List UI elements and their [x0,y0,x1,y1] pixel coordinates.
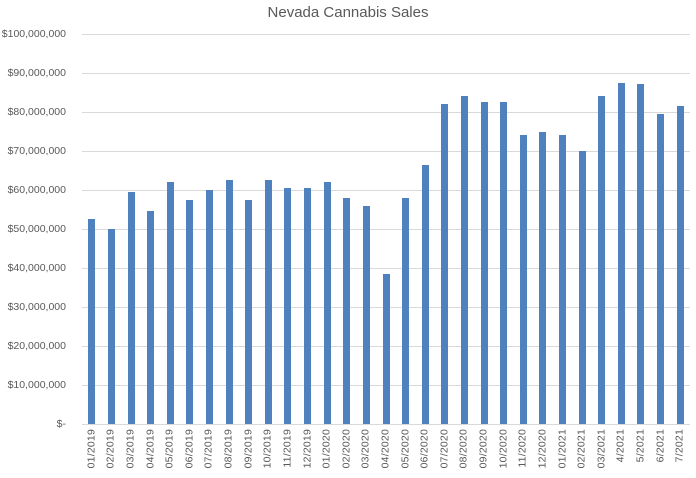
x-tick-label: 5/2021 [634,429,647,463]
y-tick-label: $20,000,000 [7,340,66,352]
bar [539,131,547,424]
x-tick-label: 06/2019 [183,429,196,469]
y-tick-label: $30,000,000 [7,301,66,313]
x-tick-label: 7/2021 [673,429,686,463]
gridline [82,72,690,74]
bar [480,102,488,424]
x-tick-label: 10/2019 [261,429,274,469]
bar [578,151,586,424]
bar [107,229,115,424]
plot-area [82,33,690,425]
bar [225,180,233,424]
gridline [82,267,690,269]
x-tick-label: 03/2020 [359,429,372,469]
x-tick-label: 01/2019 [85,429,98,469]
bar [676,106,684,424]
x-tick-label: 07/2020 [438,429,451,469]
x-tick-label: 08/2019 [222,429,235,469]
chart-title: Nevada Cannabis Sales [267,4,429,21]
bar [657,113,665,424]
gridline [82,33,690,35]
x-tick-label: 08/2020 [457,429,470,469]
y-tick-label: $70,000,000 [7,145,66,157]
bar [362,205,370,424]
x-tick-label: 11/2020 [516,429,529,468]
bar [598,96,606,424]
bar [343,197,351,424]
bar [264,180,272,424]
bar [147,211,155,424]
x-tick-label: 03/2019 [124,429,137,469]
x-tick-label: 01/2020 [320,429,333,469]
bar [245,199,253,424]
gridline [82,228,690,230]
y-tick-label: $80,000,000 [7,106,66,118]
bar [500,102,508,424]
x-tick-label: 10/2020 [497,429,510,469]
x-tick-label: 12/2020 [536,429,549,469]
y-tick-label: $40,000,000 [7,262,66,274]
bar [559,135,567,424]
bar [617,82,625,424]
bar [186,199,194,424]
x-tick-label: 09/2019 [242,429,255,469]
x-tick-label: 4/2021 [614,429,627,463]
bar [637,83,645,424]
y-tick-label: $- [56,418,66,430]
x-tick-label: 03/2021 [595,429,608,469]
x-tick-label: 02/2019 [104,429,117,469]
bar [441,104,449,424]
bar [88,219,96,424]
x-tick-label: 11/2019 [281,429,294,468]
bar [284,188,292,424]
x-tick-label: 07/2019 [202,429,215,469]
x-tick-label: 04/2019 [144,429,157,469]
y-tick-label: $100,000,000 [1,28,66,40]
x-tick-label: 12/2019 [301,429,314,469]
bar [304,188,312,424]
x-tick-label: 02/2021 [575,429,588,469]
y-tick-label: $10,000,000 [7,379,66,391]
bar [166,182,174,424]
x-tick-label: 05/2019 [163,429,176,469]
bar [519,135,527,424]
bar [421,164,429,424]
y-tick-label: $50,000,000 [7,223,66,235]
x-tick-label: 05/2020 [399,429,412,469]
y-tick-label: $90,000,000 [7,67,66,79]
x-tick-label: 06/2020 [418,429,431,469]
y-tick-label: $60,000,000 [7,184,66,196]
x-tick-label: 02/2020 [340,429,353,469]
gridline [82,189,690,191]
gridline [82,423,690,425]
bar [382,273,390,424]
x-tick-label: 6/2021 [654,429,667,463]
gridline [82,150,690,152]
x-tick-label: 09/2020 [477,429,490,469]
bar [323,182,331,424]
x-tick-label: 01/2021 [556,429,569,469]
bar [127,191,135,424]
bar [460,96,468,424]
x-tick-label: 04/2020 [379,429,392,469]
gridline [82,111,690,113]
bar [402,197,410,424]
bar [205,190,213,424]
